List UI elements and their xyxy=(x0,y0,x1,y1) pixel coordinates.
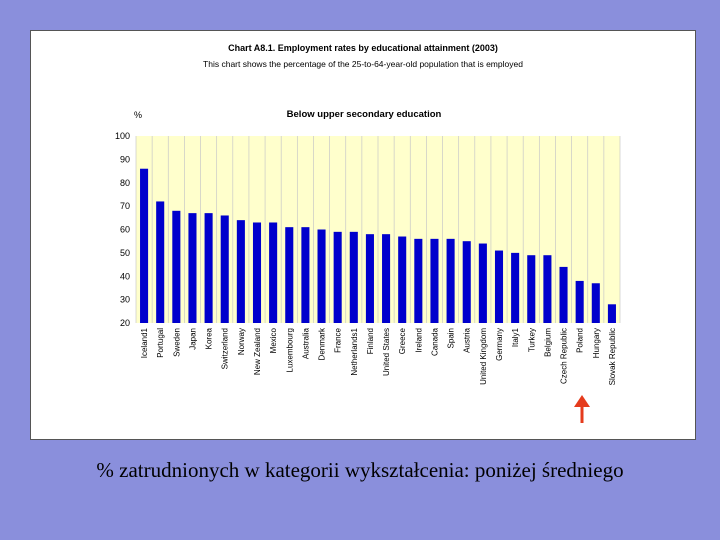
bar xyxy=(478,243,487,323)
x-tick-label: Austria xyxy=(463,327,472,352)
bar xyxy=(430,238,439,323)
bar xyxy=(365,234,374,323)
plot-title: Below upper secondary education xyxy=(287,109,442,120)
chart-svg: Below upper secondary education % 20 30 40… xyxy=(94,102,623,409)
x-tick-label: Slovak Republic xyxy=(608,328,617,385)
bar xyxy=(252,222,262,323)
y-tick-label: 60 xyxy=(120,225,130,235)
bar xyxy=(317,229,326,323)
x-tick-label: Japan xyxy=(188,328,197,350)
bar xyxy=(575,280,584,323)
x-tick-label: Spain xyxy=(447,328,456,348)
x-tick-label: Denmark xyxy=(318,327,327,360)
y-tick-label: 30 xyxy=(120,295,130,305)
bar xyxy=(607,304,616,323)
x-tick-label: Canada xyxy=(430,327,439,356)
bars xyxy=(140,168,616,323)
x-tick-label: Czech Republic xyxy=(560,328,569,384)
bar xyxy=(156,201,165,323)
bar xyxy=(236,220,245,323)
bar xyxy=(511,252,520,323)
bar xyxy=(559,266,568,323)
bar xyxy=(446,238,455,323)
x-tick-label: Turkey xyxy=(527,328,536,352)
y-tick-label: 90 xyxy=(120,154,130,164)
y-tick-label: 20 xyxy=(120,318,130,328)
bar xyxy=(285,227,294,323)
x-tick-label: Finland xyxy=(366,328,375,354)
bar xyxy=(382,234,391,323)
x-tick-label: Australia xyxy=(301,327,310,359)
gridlines xyxy=(135,136,621,323)
chart-title: Chart A8.1. Employment rates by educatio… xyxy=(228,43,498,53)
y-axis-label: % xyxy=(134,110,142,120)
x-tick-label: Norway xyxy=(237,328,246,355)
bar xyxy=(220,215,229,323)
x-tick-label: Ireland xyxy=(414,328,423,352)
bar xyxy=(591,283,600,323)
bar xyxy=(188,213,197,323)
x-tick-label: Greece xyxy=(398,327,407,354)
x-tick-label: Luxembourg xyxy=(285,328,294,372)
arrow-head xyxy=(574,395,590,407)
x-tick-label: United Kingdom xyxy=(479,328,488,385)
y-tick-label: 50 xyxy=(120,248,130,258)
y-tick-labels: 20 30 40 50 60 70 80 90 100 xyxy=(115,131,130,328)
bar xyxy=(140,168,149,323)
x-tick-label: Iceland1 xyxy=(140,327,149,358)
x-tick-label: Korea xyxy=(205,327,214,349)
y-tick-label: 80 xyxy=(120,178,130,188)
y-tick-label: 100 xyxy=(115,131,130,141)
x-tick-label: Portugal xyxy=(156,328,165,358)
bar xyxy=(494,250,504,323)
x-tick-label: Netherlands1 xyxy=(350,327,359,375)
bar xyxy=(269,222,278,323)
x-tick-label: Germany xyxy=(495,328,504,361)
bar xyxy=(301,227,310,323)
bar xyxy=(398,236,407,323)
bar-chart: Below upper secondary education % 20 30 40… xyxy=(94,102,623,414)
red-up-arrow-icon xyxy=(573,395,591,428)
chart-subtitle: This chart shows the percentage of the 2… xyxy=(203,59,523,69)
x-tick-label: Poland xyxy=(576,328,585,353)
x-tick-label: Sweden xyxy=(172,328,181,357)
x-tick-label: Switzerland xyxy=(221,328,230,369)
x-tick-label: France xyxy=(334,327,343,352)
slide-bottom-band xyxy=(109,425,623,439)
arrow-shaft xyxy=(580,406,584,423)
bar xyxy=(527,255,536,323)
x-tick-label: Mexico xyxy=(269,327,278,353)
y-tick-label: 40 xyxy=(120,271,130,281)
bar xyxy=(462,241,471,323)
bar xyxy=(349,231,358,323)
y-tick-label: 70 xyxy=(120,201,130,211)
bar xyxy=(204,213,213,323)
x-tick-label: New Zealand xyxy=(253,328,262,375)
caption: % zatrudnionych w kategorii wykształceni… xyxy=(96,458,624,482)
x-tick-label: Belgium xyxy=(543,328,552,357)
x-tick-label: Hungary xyxy=(592,328,601,358)
bar xyxy=(414,238,423,323)
x-tick-labels: Iceland1 Portugal Sweden Japan Korea Switzerl… xyxy=(140,327,617,385)
bar xyxy=(172,210,181,323)
bar xyxy=(543,255,552,323)
x-tick-label: Italy1 xyxy=(511,327,520,347)
bar xyxy=(333,231,342,323)
x-tick-label: United States xyxy=(382,328,391,376)
